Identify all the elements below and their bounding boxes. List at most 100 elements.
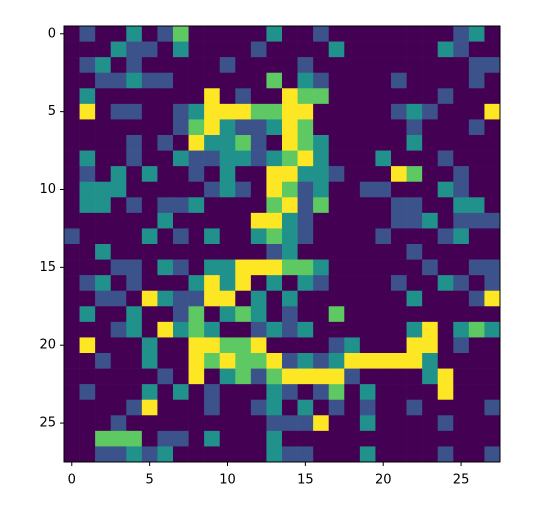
heat-cell <box>359 41 376 58</box>
heat-cell <box>235 430 252 447</box>
heat-cell <box>328 228 345 245</box>
heat-cell <box>188 181 205 198</box>
heat-cell <box>173 228 189 245</box>
heat-cell <box>188 399 205 416</box>
heat-cell <box>64 259 80 276</box>
heat-cell <box>344 228 361 245</box>
heat-cell <box>468 321 485 338</box>
heat-cell <box>328 275 345 292</box>
heat-cell <box>359 119 376 136</box>
heat-cell <box>453 275 470 292</box>
heat-cell <box>266 399 283 416</box>
heat-cell <box>282 119 298 136</box>
heat-cell <box>328 446 345 463</box>
heat-cell <box>204 57 221 74</box>
heat-cell <box>328 135 345 151</box>
heat-cell <box>110 181 127 198</box>
heat-cell <box>391 275 407 292</box>
heat-cell <box>484 212 501 229</box>
heat-cell <box>188 119 205 136</box>
heat-cell <box>126 212 143 229</box>
heat-cell <box>110 244 127 260</box>
heat-cell <box>484 181 501 198</box>
heat-cell <box>453 368 470 385</box>
heat-cell <box>204 26 221 42</box>
heat-cell <box>282 290 298 307</box>
heat-cell <box>297 290 314 307</box>
heat-cell <box>95 244 112 260</box>
heat-cell <box>437 430 454 447</box>
heat-cell <box>313 430 330 447</box>
heat-cell <box>422 41 439 58</box>
heat-cell <box>437 275 454 292</box>
heat-cell <box>468 135 485 151</box>
heat-cell <box>157 399 174 416</box>
heat-cell <box>282 337 298 354</box>
heat-cell <box>359 166 376 183</box>
heat-cell <box>157 244 174 260</box>
heat-cell <box>157 88 174 105</box>
heat-cell <box>95 72 112 89</box>
x-tick-label: 10 <box>219 473 236 488</box>
heat-cell <box>344 88 361 105</box>
heat-cell <box>219 290 236 307</box>
heat-cell <box>219 415 236 432</box>
heat-cell <box>188 368 205 385</box>
heat-cell <box>468 306 485 323</box>
heat-cell <box>95 306 112 323</box>
heat-cell <box>468 150 485 167</box>
heat-cell <box>95 41 112 58</box>
heat-cell <box>484 41 501 58</box>
heat-cell <box>188 88 205 105</box>
heat-cell <box>406 321 423 338</box>
heat-cell <box>110 119 127 136</box>
heat-cell <box>95 368 112 385</box>
heat-cell <box>391 166 407 183</box>
heat-cell <box>126 150 143 167</box>
heat-cell <box>297 337 314 354</box>
heat-cell <box>79 275 96 292</box>
heat-cell <box>79 166 96 183</box>
heat-cell <box>235 72 252 89</box>
heat-cell <box>282 212 298 229</box>
heat-cell <box>173 415 189 432</box>
heat-cell <box>344 72 361 89</box>
heat-cell <box>219 197 236 214</box>
heat-cell <box>266 135 283 151</box>
heat-cell <box>141 41 158 58</box>
heat-cell <box>266 430 283 447</box>
heat-cell <box>173 244 189 260</box>
heat-cell <box>173 212 189 229</box>
heat-cell <box>110 430 127 447</box>
heat-cell <box>391 259 407 276</box>
heat-cell <box>95 446 112 463</box>
heat-cell <box>406 72 423 89</box>
heat-cell <box>359 353 376 369</box>
heat-cell <box>328 430 345 447</box>
heat-cell <box>110 290 127 307</box>
heat-cell <box>468 290 485 307</box>
heat-cell <box>235 384 252 401</box>
heat-cell <box>173 259 189 276</box>
heat-cell <box>95 119 112 136</box>
heat-cell <box>204 150 221 167</box>
heat-cell <box>359 72 376 89</box>
heat-cell <box>204 72 221 89</box>
heat-cell <box>250 212 267 229</box>
heat-cell <box>328 290 345 307</box>
heat-cell <box>328 166 345 183</box>
heat-cell <box>204 259 221 276</box>
heat-cell <box>126 259 143 276</box>
heat-cell <box>375 259 392 276</box>
heat-cell <box>173 399 189 416</box>
heat-cell <box>64 446 80 463</box>
heat-cell <box>173 72 189 89</box>
heat-cell <box>157 259 174 276</box>
heat-cell <box>282 446 298 463</box>
heat-cell <box>297 119 314 136</box>
heat-cell <box>173 306 189 323</box>
heat-cell <box>204 197 221 214</box>
x-tick-label: 5 <box>146 473 154 488</box>
heat-cell <box>422 446 439 463</box>
heat-cell <box>282 368 298 385</box>
